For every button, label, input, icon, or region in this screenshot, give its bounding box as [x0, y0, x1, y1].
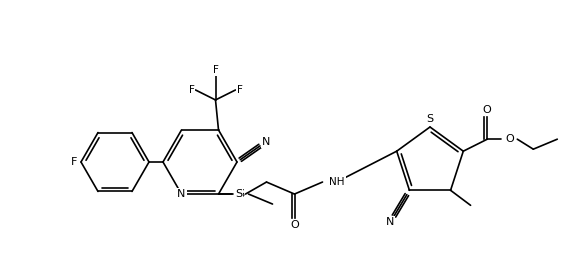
Text: F: F	[212, 65, 218, 75]
Text: O: O	[505, 134, 514, 144]
Text: S: S	[237, 189, 244, 199]
Text: NH: NH	[329, 177, 345, 187]
Text: S: S	[427, 114, 434, 124]
Text: F: F	[236, 85, 243, 95]
Text: F: F	[189, 85, 194, 95]
Text: F: F	[71, 157, 77, 167]
Text: N: N	[178, 189, 186, 199]
Text: N: N	[261, 137, 270, 147]
Text: O: O	[482, 105, 491, 115]
Text: S: S	[235, 189, 242, 199]
Text: N: N	[386, 217, 395, 227]
Text: O: O	[290, 220, 299, 230]
